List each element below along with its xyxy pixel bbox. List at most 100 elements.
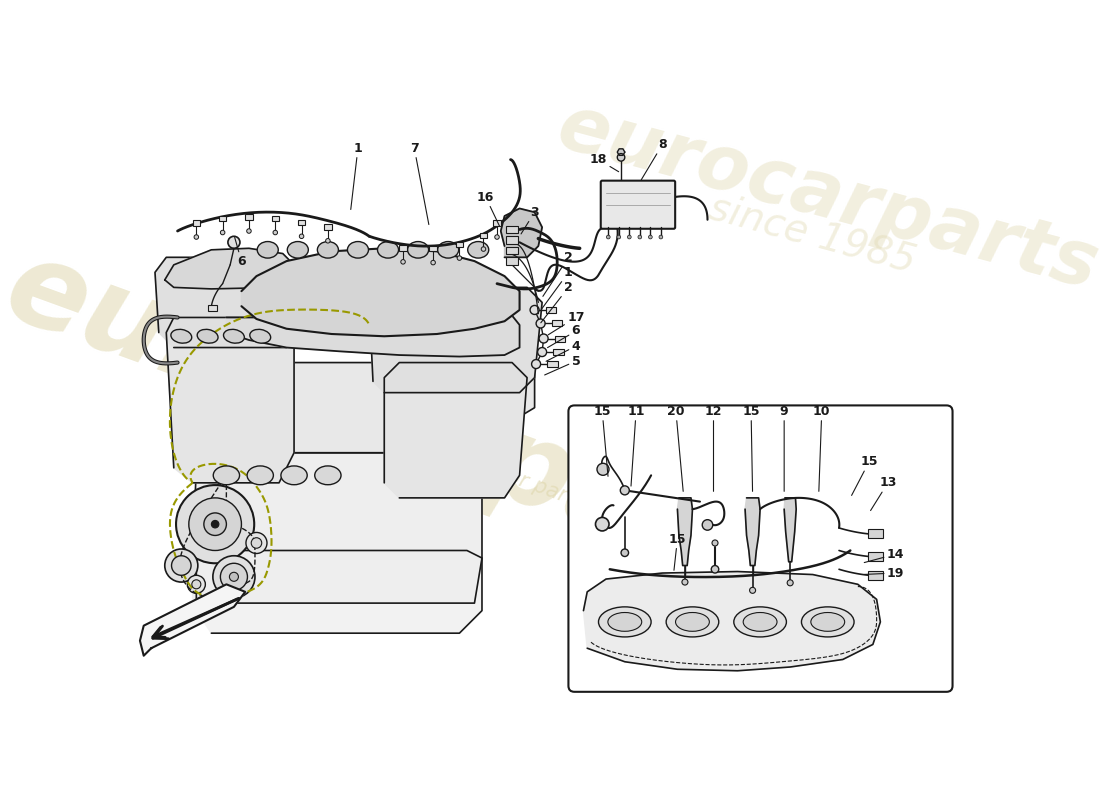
- Text: since 1985: since 1985: [705, 189, 921, 281]
- Circle shape: [211, 521, 219, 528]
- Bar: [868, 570, 882, 580]
- Circle shape: [531, 359, 540, 369]
- Ellipse shape: [744, 613, 777, 631]
- Circle shape: [326, 238, 330, 243]
- FancyBboxPatch shape: [569, 406, 953, 692]
- Text: 15: 15: [742, 405, 760, 491]
- Ellipse shape: [811, 613, 845, 631]
- Ellipse shape: [608, 613, 641, 631]
- Circle shape: [228, 236, 240, 248]
- Text: 7: 7: [410, 142, 429, 225]
- Text: 11: 11: [627, 405, 645, 486]
- Circle shape: [627, 235, 631, 239]
- Polygon shape: [166, 318, 294, 483]
- Circle shape: [649, 235, 652, 239]
- Polygon shape: [155, 258, 298, 347]
- Bar: [324, 224, 331, 230]
- Bar: [554, 335, 565, 342]
- Polygon shape: [784, 498, 796, 562]
- Bar: [399, 246, 407, 250]
- Ellipse shape: [197, 330, 218, 343]
- FancyBboxPatch shape: [601, 181, 675, 229]
- Bar: [192, 221, 200, 226]
- Circle shape: [481, 247, 486, 251]
- Circle shape: [400, 259, 405, 264]
- Polygon shape: [241, 248, 519, 336]
- Text: 12: 12: [705, 405, 723, 491]
- Ellipse shape: [598, 607, 651, 637]
- Circle shape: [620, 486, 629, 495]
- Ellipse shape: [170, 330, 191, 343]
- Ellipse shape: [348, 242, 369, 258]
- Ellipse shape: [287, 242, 308, 258]
- Ellipse shape: [408, 242, 429, 258]
- Circle shape: [536, 319, 546, 328]
- Circle shape: [595, 518, 609, 531]
- Circle shape: [431, 260, 436, 265]
- Ellipse shape: [248, 466, 274, 485]
- Text: 15: 15: [594, 405, 610, 476]
- Text: 1: 1: [351, 142, 362, 210]
- Circle shape: [251, 538, 262, 548]
- Circle shape: [189, 498, 241, 550]
- Ellipse shape: [802, 607, 854, 637]
- Ellipse shape: [377, 242, 398, 258]
- Circle shape: [204, 513, 227, 535]
- Bar: [480, 233, 487, 238]
- Polygon shape: [583, 571, 880, 670]
- Text: 15: 15: [851, 455, 878, 495]
- Polygon shape: [617, 149, 625, 155]
- Circle shape: [191, 580, 201, 589]
- Bar: [548, 361, 558, 367]
- Text: 3: 3: [521, 206, 539, 234]
- Text: 10: 10: [813, 405, 830, 491]
- Circle shape: [299, 234, 304, 238]
- Bar: [208, 306, 217, 311]
- Circle shape: [273, 230, 277, 234]
- Text: 13: 13: [870, 476, 896, 510]
- Bar: [506, 236, 518, 244]
- Polygon shape: [370, 287, 542, 393]
- Circle shape: [220, 563, 248, 590]
- Bar: [546, 307, 557, 313]
- Circle shape: [495, 234, 499, 239]
- Text: 6: 6: [234, 238, 245, 267]
- Polygon shape: [196, 550, 482, 633]
- Circle shape: [176, 485, 254, 563]
- Polygon shape: [192, 453, 482, 603]
- Circle shape: [230, 572, 239, 582]
- Text: eurocarparts: eurocarparts: [550, 90, 1100, 305]
- Circle shape: [172, 556, 191, 575]
- Text: 19: 19: [865, 566, 904, 579]
- Circle shape: [530, 306, 539, 314]
- Circle shape: [621, 549, 628, 557]
- Circle shape: [246, 533, 267, 554]
- Text: 9: 9: [780, 405, 789, 491]
- Text: 17: 17: [548, 311, 585, 334]
- Bar: [506, 226, 518, 234]
- Text: a passion for parts since 1985: a passion for parts since 1985: [398, 427, 701, 554]
- Circle shape: [165, 549, 198, 582]
- Circle shape: [220, 230, 224, 234]
- Ellipse shape: [213, 466, 240, 485]
- Bar: [506, 247, 518, 254]
- Polygon shape: [182, 362, 535, 453]
- Polygon shape: [384, 362, 527, 498]
- Circle shape: [213, 556, 255, 598]
- Ellipse shape: [667, 607, 718, 637]
- Bar: [245, 214, 253, 220]
- Ellipse shape: [318, 242, 339, 258]
- Ellipse shape: [257, 242, 278, 258]
- Circle shape: [749, 587, 756, 594]
- Text: 5: 5: [544, 354, 581, 375]
- Bar: [429, 246, 437, 251]
- Ellipse shape: [250, 330, 271, 343]
- Bar: [868, 530, 882, 538]
- Text: 8: 8: [641, 138, 667, 180]
- Polygon shape: [745, 498, 760, 566]
- Circle shape: [617, 154, 625, 161]
- Polygon shape: [140, 584, 245, 656]
- Circle shape: [617, 235, 620, 239]
- Polygon shape: [165, 248, 294, 289]
- Text: 4: 4: [546, 339, 581, 362]
